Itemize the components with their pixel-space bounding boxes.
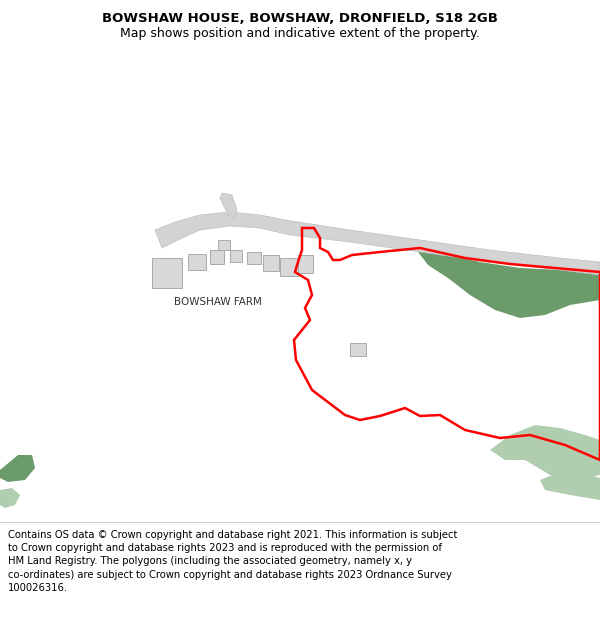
Polygon shape	[230, 250, 242, 262]
Polygon shape	[152, 258, 182, 288]
Polygon shape	[155, 212, 600, 275]
Polygon shape	[350, 343, 366, 356]
Polygon shape	[220, 193, 237, 218]
Polygon shape	[263, 255, 279, 271]
Text: BOWSHAW HOUSE, BOWSHAW, DRONFIELD, S18 2GB: BOWSHAW HOUSE, BOWSHAW, DRONFIELD, S18 2…	[102, 11, 498, 24]
Polygon shape	[210, 250, 224, 264]
Polygon shape	[218, 240, 230, 250]
Polygon shape	[188, 254, 206, 270]
Text: Contains OS data © Crown copyright and database right 2021. This information is : Contains OS data © Crown copyright and d…	[8, 530, 457, 592]
Polygon shape	[415, 248, 600, 318]
Polygon shape	[247, 252, 261, 264]
Polygon shape	[0, 488, 20, 508]
Polygon shape	[490, 425, 600, 480]
Text: BOWSHAW FARM: BOWSHAW FARM	[174, 297, 262, 307]
Text: Map shows position and indicative extent of the property.: Map shows position and indicative extent…	[120, 28, 480, 41]
Polygon shape	[280, 258, 298, 276]
Polygon shape	[0, 455, 35, 482]
Polygon shape	[298, 255, 313, 273]
Polygon shape	[540, 470, 600, 500]
